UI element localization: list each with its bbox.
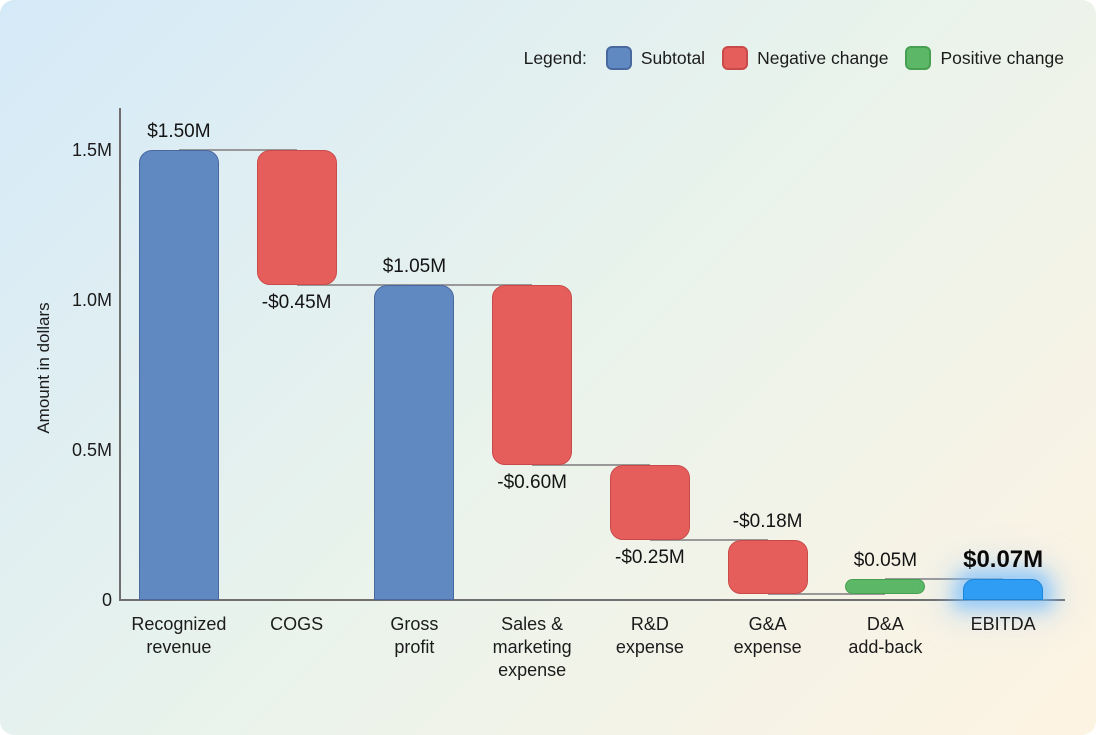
- legend-title: Legend:: [523, 47, 587, 68]
- y-tick-label: 0: [101, 590, 112, 610]
- y-tick-label: 1.5M: [71, 140, 112, 160]
- waterfall-bar[interactable]: [727, 540, 808, 594]
- y-tick-label: 0.5M: [71, 440, 112, 460]
- y-axis-line: [119, 108, 121, 600]
- category-label: D&A add-back: [848, 614, 923, 657]
- category-label: Gross profit: [390, 614, 439, 657]
- legend-item[interactable]: Subtotal: [605, 46, 706, 70]
- waterfall-bar[interactable]: [256, 150, 337, 285]
- waterfall-bar-highlighted[interactable]: [963, 579, 1044, 600]
- category-label: Recognized revenue: [131, 614, 227, 657]
- connector-line: [414, 284, 533, 286]
- legend-item[interactable]: Positive change: [905, 46, 1064, 70]
- chart-legend: Legend: Subtotal Negative change Positive …: [524, 46, 1064, 70]
- connector-line: [178, 149, 297, 151]
- legend-item-label: Positive change: [940, 47, 1064, 68]
- waterfall-bar[interactable]: [492, 285, 573, 465]
- y-axis-title: Amount in dollars: [34, 302, 53, 434]
- connector-line: [767, 593, 886, 595]
- legend-item[interactable]: Negative change: [722, 46, 888, 70]
- bar-value-label: $1.50M: [147, 121, 211, 142]
- x-axis-line: [119, 599, 1065, 601]
- category-label: R&D expense: [615, 614, 684, 657]
- legend-item-label: Subtotal: [640, 47, 706, 68]
- waterfall-bar[interactable]: [609, 465, 690, 540]
- category-label: COGS: [270, 614, 324, 634]
- waterfall-bar[interactable]: [138, 150, 219, 600]
- connector-line: [532, 464, 650, 466]
- bar-value-label: -$0.18M: [732, 511, 803, 532]
- waterfall-bar[interactable]: [374, 285, 455, 600]
- bar-value-label: $1.05M: [382, 256, 447, 277]
- y-tick-label: 1.0M: [71, 290, 112, 310]
- bar-value-label: -$0.45M: [261, 292, 332, 313]
- bar-value-label: -$0.25M: [615, 547, 685, 568]
- bar-value-label: $0.07M: [963, 546, 1044, 573]
- bar-value-label: -$0.60M: [497, 472, 567, 493]
- category-label: G&A expense: [733, 614, 802, 657]
- connector-line: [296, 284, 415, 286]
- connector-line: [649, 539, 768, 541]
- category-label: Sales & marketing expense: [492, 614, 572, 680]
- category-label: EBITDA: [970, 614, 1036, 634]
- waterfall-bar[interactable]: [845, 579, 926, 594]
- legend-item-label: Negative change: [757, 47, 889, 68]
- legend-swatch-subtotal: [605, 46, 632, 70]
- legend-swatch-negative: [722, 46, 749, 70]
- connector-line: [885, 578, 1004, 580]
- bar-value-label: $0.05M: [853, 550, 918, 571]
- legend-swatch-positive: [905, 46, 932, 70]
